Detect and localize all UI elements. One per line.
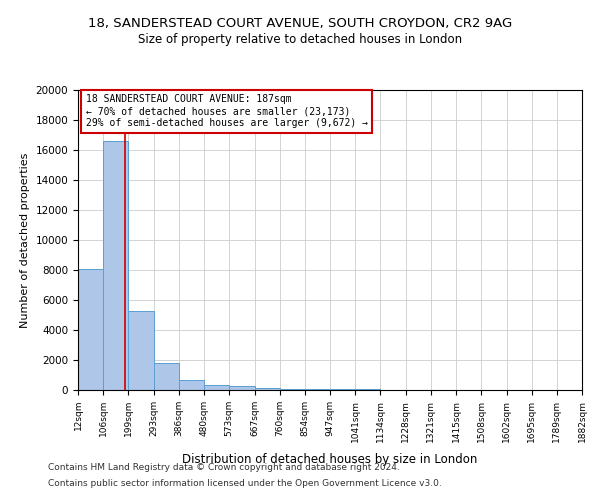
X-axis label: Distribution of detached houses by size in London: Distribution of detached houses by size … — [182, 453, 478, 466]
Bar — [305, 389, 330, 390]
Y-axis label: Number of detached properties: Number of detached properties — [20, 152, 30, 328]
Bar — [154, 363, 179, 390]
Bar — [280, 388, 305, 390]
Text: Contains HM Land Registry data © Crown copyright and database right 2024.: Contains HM Land Registry data © Crown c… — [48, 464, 400, 472]
Bar — [330, 389, 355, 390]
Text: Contains public sector information licensed under the Open Government Licence v3: Contains public sector information licen… — [48, 478, 442, 488]
Bar — [229, 386, 254, 390]
Text: 18, SANDERSTEAD COURT AVENUE, SOUTH CROYDON, CR2 9AG: 18, SANDERSTEAD COURT AVENUE, SOUTH CROY… — [88, 18, 512, 30]
Bar — [103, 141, 128, 390]
Text: Size of property relative to detached houses in London: Size of property relative to detached ho… — [138, 32, 462, 46]
Bar — [254, 388, 280, 390]
Bar — [128, 310, 154, 390]
Bar — [179, 380, 204, 390]
Bar — [78, 269, 103, 390]
Bar — [204, 385, 229, 390]
Text: 18 SANDERSTEAD COURT AVENUE: 187sqm
← 70% of detached houses are smaller (23,173: 18 SANDERSTEAD COURT AVENUE: 187sqm ← 70… — [86, 94, 368, 128]
